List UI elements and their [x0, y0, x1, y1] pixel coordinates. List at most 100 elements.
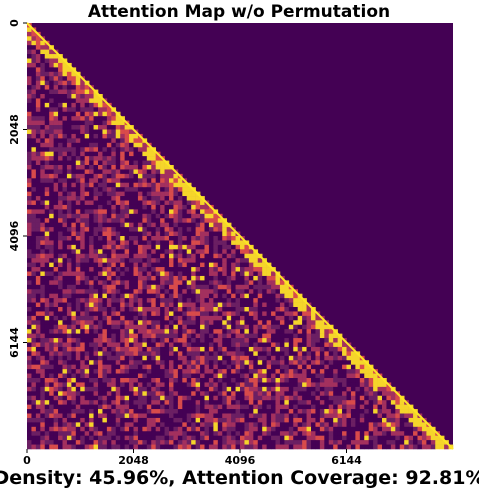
- heatmap-cell: [191, 444, 196, 450]
- heatmap-cell: [421, 435, 427, 441]
- heatmap-cell: [208, 351, 214, 357]
- heatmap-cell: [177, 267, 183, 272]
- heatmap-cell: [120, 417, 125, 423]
- heatmap-cell: [142, 227, 148, 232]
- heatmap-cell: [164, 324, 170, 330]
- heatmap-cell: [257, 355, 263, 361]
- heatmap-cell: [58, 324, 63, 330]
- heatmap-cell: [27, 244, 32, 250]
- heatmap-cell: [204, 440, 210, 445]
- heatmap-cell: [328, 333, 334, 339]
- heatmap-cell: [75, 151, 81, 157]
- heatmap-cell: [66, 360, 72, 365]
- heatmap-cell: [226, 440, 232, 445]
- heatmap-cell: [80, 178, 85, 184]
- heatmap-cell: [89, 209, 94, 215]
- heatmap-cell: [213, 417, 219, 423]
- heatmap-cell: [44, 378, 50, 383]
- heatmap-cell: [102, 302, 108, 308]
- heatmap-cell: [102, 280, 108, 286]
- heatmap-cell: [395, 417, 401, 423]
- heatmap-cell: [231, 333, 236, 339]
- heatmap-cell: [262, 275, 267, 281]
- heatmap-cell: [266, 293, 272, 299]
- heatmap-cell: [27, 142, 32, 148]
- heatmap-cell: [200, 400, 205, 405]
- heatmap-cell: [208, 417, 214, 423]
- heatmap-cell: [49, 200, 54, 206]
- heatmap-cell: [53, 342, 59, 348]
- heatmap-cell: [275, 378, 281, 383]
- heatmap-cell: [337, 382, 343, 388]
- heatmap-cell: [31, 333, 37, 339]
- heatmap-cell: [80, 404, 85, 410]
- heatmap-cell: [151, 413, 156, 419]
- heatmap-cell: [182, 307, 188, 312]
- heatmap-cell: [169, 315, 174, 321]
- heatmap-cell: [75, 227, 81, 232]
- heatmap-cell: [279, 342, 285, 348]
- heatmap-cell: [319, 329, 325, 334]
- heatmap-cell: [120, 440, 125, 445]
- heatmap-cell: [262, 391, 267, 397]
- heatmap-cell: [40, 338, 46, 343]
- heatmap-cell: [106, 333, 112, 339]
- heatmap-cell: [342, 346, 347, 352]
- heatmap-cell: [84, 324, 90, 330]
- heatmap-cell: [71, 98, 77, 104]
- heatmap-cell: [98, 209, 103, 215]
- heatmap-cell: [208, 391, 214, 397]
- heatmap-cell: [44, 169, 50, 175]
- heatmap-cell: [182, 338, 188, 343]
- heatmap-cell: [257, 369, 263, 374]
- heatmap-cell: [195, 200, 201, 206]
- heatmap-cell: [293, 391, 298, 397]
- heatmap-cell: [213, 258, 219, 263]
- heatmap-cell: [271, 346, 276, 352]
- heatmap-cell: [53, 200, 59, 206]
- heatmap-cell: [297, 417, 303, 423]
- heatmap-cell: [217, 395, 223, 401]
- heatmap-cell: [177, 329, 183, 334]
- heatmap-cell: [102, 333, 108, 339]
- heatmap-cell: [124, 151, 130, 157]
- heatmap-cell: [62, 213, 68, 219]
- heatmap-cell: [53, 271, 59, 277]
- heatmap-cell: [173, 369, 179, 374]
- heatmap-cell: [49, 275, 54, 281]
- heatmap-cell: [364, 364, 369, 370]
- heatmap-cell: [98, 302, 103, 308]
- heatmap-cell: [346, 395, 352, 401]
- heatmap-cell: [84, 244, 90, 250]
- heatmap-cell: [115, 262, 121, 268]
- heatmap-cell: [53, 386, 59, 392]
- heatmap-cell: [257, 338, 263, 343]
- heatmap-cell: [342, 417, 347, 423]
- heatmap-cell: [217, 329, 223, 334]
- heatmap-cell: [293, 431, 298, 436]
- heatmap-cell: [53, 80, 59, 86]
- heatmap-cell: [204, 391, 210, 397]
- heatmap-cell: [169, 364, 174, 370]
- heatmap-cell: [164, 422, 170, 428]
- heatmap-cell: [204, 236, 210, 241]
- heatmap-cell: [62, 236, 68, 241]
- heatmap-cell: [115, 409, 121, 414]
- heatmap-cell: [80, 378, 85, 383]
- heatmap-cell: [328, 329, 334, 334]
- heatmap-cell: [133, 351, 139, 357]
- heatmap-cell: [58, 262, 63, 268]
- heatmap-cell: [315, 422, 321, 428]
- heatmap-cell: [204, 329, 210, 334]
- heatmap-cell: [35, 138, 41, 144]
- heatmap-cell: [302, 426, 307, 432]
- heatmap-cell: [186, 413, 192, 419]
- heatmap-cell: [133, 311, 139, 317]
- heatmap-cell: [359, 435, 365, 441]
- heatmap-cell: [120, 355, 125, 361]
- heatmap-cell: [226, 311, 232, 317]
- heatmap-cell: [155, 409, 161, 414]
- heatmap-cell: [306, 382, 312, 388]
- heatmap-cell: [58, 395, 63, 401]
- heatmap-cell: [44, 200, 50, 206]
